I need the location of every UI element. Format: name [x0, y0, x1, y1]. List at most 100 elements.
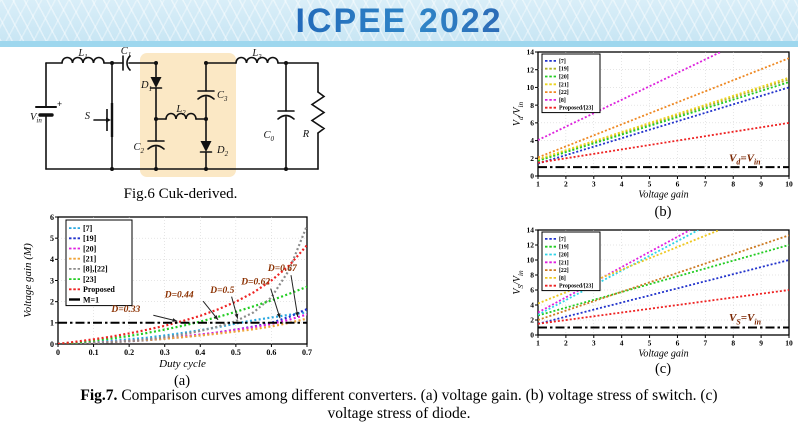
mosfet-arrow: [106, 117, 111, 123]
svg-text:7: 7: [703, 180, 707, 189]
chart-c-sublabel: (c): [654, 361, 672, 377]
svg-text:[21]: [21]: [559, 82, 569, 88]
capacitor-C2-plate: [147, 144, 165, 150]
svg-text:D=0.33: D=0.33: [110, 305, 140, 315]
banner-strip: [0, 41, 798, 47]
diodes-and-nodes: [106, 61, 288, 171]
svg-text:[7]: [7]: [83, 224, 93, 233]
svg-text:D=0.62: D=0.62: [240, 277, 270, 287]
svg-text:[20]: [20]: [559, 75, 569, 81]
battery-Vin: [35, 106, 57, 117]
svg-text:10: 10: [785, 180, 793, 189]
svg-text:2: 2: [50, 297, 54, 306]
svg-text:9: 9: [759, 180, 763, 189]
figure7-label: Fig.7.: [80, 387, 118, 404]
capacitor-C3-plate: [197, 94, 215, 100]
svg-text:6: 6: [50, 213, 54, 222]
svg-text:5: 5: [648, 180, 652, 189]
svg-text:4: 4: [620, 339, 624, 348]
svg-text:10: 10: [527, 83, 535, 92]
svg-text:M=1: M=1: [83, 295, 99, 304]
svg-text:6: 6: [676, 180, 680, 189]
svg-text:1: 1: [536, 339, 540, 348]
svg-text:12: 12: [527, 241, 535, 250]
label-Vin: Vin: [30, 112, 42, 125]
capacitor-C1-plate: [126, 55, 131, 71]
svg-text:VS=Vin: VS=Vin: [729, 312, 761, 326]
svg-text:[8]: [8]: [559, 276, 566, 282]
figure6-circuit: Vin + L1 C1 S D1 C3 L2 C2 D2 L3 C0 R: [28, 46, 333, 185]
svg-text:4: 4: [530, 301, 534, 310]
svg-text:VS/Vin: VS/Vin: [512, 270, 525, 295]
svg-text:0.1: 0.1: [89, 348, 99, 357]
svg-text:9: 9: [759, 339, 763, 348]
svg-text:2: 2: [530, 154, 534, 163]
svg-text:2: 2: [530, 316, 534, 325]
svg-text:[20]: [20]: [559, 253, 569, 259]
svg-text:2: 2: [564, 339, 568, 348]
svg-text:Voltage gain (M): Voltage gain (M): [22, 243, 34, 318]
svg-text:D=0.44: D=0.44: [164, 290, 194, 300]
label-S: S: [85, 111, 91, 122]
svg-text:10: 10: [785, 339, 793, 348]
svg-text:[19]: [19]: [83, 234, 97, 243]
chart-switch-voltage-stress: 1 2 3 4 5 6 7 8 9 10 0 2 4 6 8 10 12 14 [7] [19] [20] [21] [22…: [511, 46, 798, 207]
svg-text:8: 8: [731, 180, 735, 189]
svg-text:Proposed/[23]: Proposed/[23]: [559, 106, 593, 112]
svg-text:10: 10: [527, 256, 535, 265]
svg-text:[19]: [19]: [559, 245, 569, 251]
svg-text:0: 0: [50, 340, 54, 349]
svg-text:0.7: 0.7: [302, 348, 312, 357]
svg-text:[21]: [21]: [83, 255, 97, 264]
svg-text:[19]: [19]: [559, 67, 569, 73]
resistor-R: [310, 91, 326, 134]
label-D2: D2: [216, 145, 229, 158]
label-D1: D1: [140, 80, 152, 93]
svg-text:14: 14: [527, 226, 535, 235]
svg-text:Vd/Vin: Vd/Vin: [512, 102, 525, 127]
svg-text:7: 7: [703, 339, 707, 348]
svg-text:4: 4: [620, 180, 624, 189]
svg-text:0: 0: [530, 172, 534, 181]
label-C3: C3: [217, 90, 228, 103]
svg-text:3: 3: [592, 339, 596, 348]
svg-text:1: 1: [536, 180, 540, 189]
svg-text:D=0.5: D=0.5: [209, 286, 234, 296]
chart-a-svg: 0 0.1 0.2 0.3 0.4 0.5 0.6 0.7 0 1 2 3 4 5 6 [7][19][20]…: [22, 213, 312, 370]
svg-text:0.6: 0.6: [266, 348, 276, 357]
svg-text:8: 8: [530, 271, 534, 280]
conference-logo-text: ICPEE 2022: [0, 0, 798, 41]
svg-text:12: 12: [527, 65, 535, 74]
capacitor-C0-plate: [277, 114, 295, 120]
svg-text:1: 1: [50, 319, 54, 328]
label-C0: C0: [263, 130, 274, 143]
chart-diode-voltage-stress: 1 2 3 4 5 6 7 8 9 10 0 2 4 6 8 10 12 14 [7] [19] [20] [21] [22…: [511, 225, 798, 364]
svg-text:[22]: [22]: [559, 268, 569, 274]
svg-text:[23]: [23]: [83, 275, 97, 284]
chart-c-svg: 1 2 3 4 5 6 7 8 9 1002468101214[7][19][20][21][22…: [512, 226, 793, 360]
svg-text:[7]: [7]: [559, 237, 566, 243]
svg-text:0.5: 0.5: [231, 348, 241, 357]
diode-D1: [150, 77, 162, 88]
svg-text:Voltage gain: Voltage gain: [638, 349, 688, 360]
cuk-circuit-diagram: Vin + L1 C1 S D1 C3 L2 C2 D2 L3 C0 R: [30, 46, 326, 177]
inductor-L3: [235, 56, 279, 64]
label-L3: L3: [251, 48, 262, 61]
svg-text:[21]: [21]: [559, 260, 569, 266]
label-C1: C1: [121, 47, 132, 59]
conference-banner: ICPEE 2022: [0, 0, 798, 47]
svg-text:Voltage gain: Voltage gain: [638, 190, 688, 201]
svg-text:0: 0: [56, 348, 60, 357]
svg-text:6: 6: [530, 286, 534, 295]
svg-text:0: 0: [530, 331, 534, 340]
svg-text:[20]: [20]: [83, 244, 97, 253]
svg-text:8: 8: [731, 339, 735, 348]
figure7-caption-line2: voltage stress of diode.: [327, 405, 471, 422]
svg-text:6: 6: [530, 118, 534, 127]
svg-text:5: 5: [648, 339, 652, 348]
svg-text:0.3: 0.3: [160, 348, 170, 357]
svg-text:[22]: [22]: [559, 90, 569, 96]
svg-text:5: 5: [50, 234, 54, 243]
svg-text:4: 4: [530, 136, 534, 145]
